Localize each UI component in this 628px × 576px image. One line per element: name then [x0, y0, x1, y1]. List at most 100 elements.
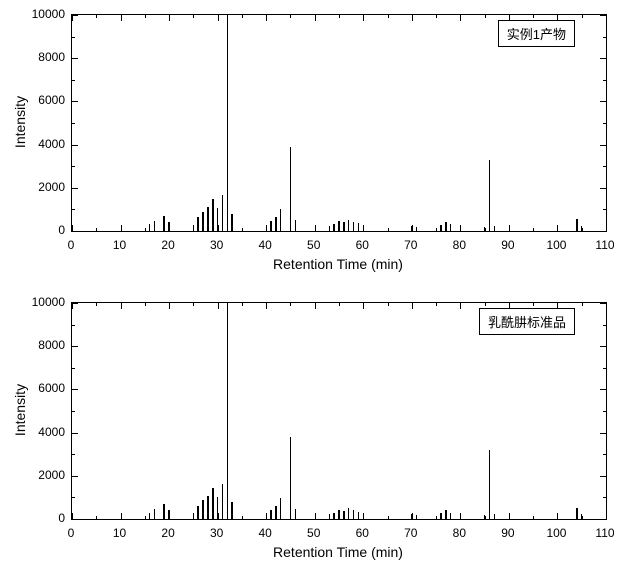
- peak-bar: [168, 510, 170, 519]
- x-minor-tick: [96, 516, 97, 519]
- x-tick-label: 60: [356, 526, 369, 540]
- x-tick: [121, 15, 122, 21]
- peak-bar: [581, 226, 583, 231]
- peak-bar: [329, 514, 331, 519]
- peak-bar: [333, 224, 335, 231]
- y-tick: [72, 519, 78, 520]
- x-minor-tick: [388, 303, 389, 306]
- peak-bar: [445, 510, 447, 519]
- y-tick-label: 8000: [23, 338, 65, 352]
- peak-bar: [576, 508, 578, 519]
- x-minor-tick: [582, 15, 583, 18]
- y-minor-tick: [603, 37, 606, 38]
- x-minor-tick: [242, 516, 243, 519]
- x-minor-tick: [290, 15, 291, 18]
- chart-panel-0: 0102030405060708090100110020004000600080…: [0, 0, 628, 288]
- x-minor-tick: [193, 303, 194, 306]
- x-tick-label: 40: [258, 526, 271, 540]
- x-tick-label: 80: [453, 238, 466, 252]
- x-minor-tick: [290, 303, 291, 306]
- peak-bar: [411, 514, 413, 519]
- x-tick: [121, 303, 122, 309]
- x-minor-tick: [388, 15, 389, 18]
- x-tick: [557, 513, 558, 519]
- peak-bar: [348, 220, 350, 231]
- y-tick: [72, 433, 78, 434]
- peak-bar: [163, 216, 165, 231]
- x-minor-tick: [339, 15, 340, 18]
- y-tick: [600, 58, 606, 59]
- x-minor-tick: [193, 15, 194, 18]
- peak-bar: [343, 511, 345, 519]
- peak-bar: [149, 513, 151, 519]
- peak-bar: [494, 226, 496, 231]
- x-minor-tick: [242, 228, 243, 231]
- peak-bar: [227, 15, 229, 231]
- peak-bar: [275, 506, 277, 519]
- peak-bar: [338, 510, 340, 519]
- x-tick-label: 110: [595, 238, 614, 252]
- peak-bar: [416, 515, 418, 519]
- x-tick: [315, 225, 316, 231]
- x-tick-label: 30: [210, 238, 223, 252]
- x-tick: [509, 513, 510, 519]
- peak-bar: [202, 500, 204, 519]
- peak-bar: [489, 450, 491, 519]
- x-minor-tick: [533, 516, 534, 519]
- peak-bar: [275, 217, 277, 231]
- y-tick: [600, 433, 606, 434]
- y-minor-tick: [603, 80, 606, 81]
- x-minor-tick: [388, 228, 389, 231]
- peak-bar: [353, 510, 355, 519]
- x-minor-tick: [485, 15, 486, 18]
- x-minor-tick: [485, 303, 486, 306]
- x-tick-label: 30: [210, 526, 223, 540]
- y-minor-tick: [72, 454, 75, 455]
- peak-bar: [231, 214, 233, 231]
- y-tick-label: 6000: [23, 381, 65, 395]
- x-tick-label: 100: [546, 526, 566, 540]
- peak-bar: [576, 219, 578, 231]
- y-minor-tick: [603, 209, 606, 210]
- peak-bar: [280, 498, 282, 519]
- x-tick: [315, 303, 316, 309]
- y-tick: [72, 145, 78, 146]
- x-axis-title: Retention Time (min): [273, 544, 403, 560]
- x-tick-label: 110: [595, 526, 614, 540]
- x-minor-tick: [388, 516, 389, 519]
- x-tick: [266, 15, 267, 21]
- peak-bar: [163, 504, 165, 519]
- y-axis-title: Intensity: [12, 384, 28, 436]
- x-tick: [606, 225, 607, 231]
- x-tick: [315, 15, 316, 21]
- y-minor-tick: [603, 325, 606, 326]
- x-minor-tick: [145, 516, 146, 519]
- x-minor-tick: [533, 228, 534, 231]
- y-axis-title: Intensity: [12, 96, 28, 148]
- legend: 乳酰肼标准品: [479, 308, 575, 335]
- y-tick-label: 2000: [23, 468, 65, 482]
- x-minor-tick: [96, 303, 97, 306]
- peak-bar: [489, 160, 491, 231]
- peak-bar: [154, 509, 156, 519]
- x-tick: [412, 15, 413, 21]
- peak-bar: [358, 512, 360, 519]
- y-tick-label: 6000: [23, 93, 65, 107]
- y-minor-tick: [603, 166, 606, 167]
- y-tick: [600, 101, 606, 102]
- x-axis-title: Retention Time (min): [273, 256, 403, 272]
- x-tick-label: 0: [68, 526, 75, 540]
- y-tick: [72, 15, 78, 16]
- x-tick: [557, 225, 558, 231]
- chart-panel-1: 0102030405060708090100110020004000600080…: [0, 288, 628, 576]
- y-tick-label: 4000: [23, 137, 65, 151]
- x-tick: [460, 303, 461, 309]
- y-tick-label: 8000: [23, 50, 65, 64]
- x-tick: [266, 225, 267, 231]
- x-tick: [218, 303, 219, 309]
- x-tick: [363, 303, 364, 309]
- y-minor-tick: [603, 411, 606, 412]
- x-tick-label: 20: [161, 238, 174, 252]
- y-tick: [600, 389, 606, 390]
- y-tick: [600, 15, 606, 16]
